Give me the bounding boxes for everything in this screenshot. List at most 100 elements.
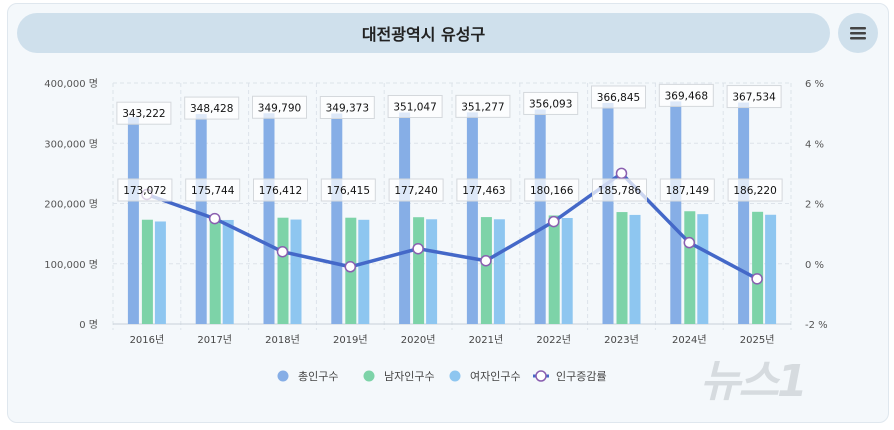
male-data-label: 175,744	[191, 185, 235, 197]
hamburger-icon	[850, 27, 866, 40]
growth-rate-point	[480, 254, 492, 267]
left-axis-tick: 0 명	[79, 319, 98, 331]
total-data-label-box	[116, 101, 172, 125]
male-data-label-box	[185, 178, 241, 202]
bar-male	[480, 217, 492, 324]
total-data-label-box	[184, 96, 240, 120]
bar-total	[399, 112, 411, 325]
bar-total	[534, 109, 546, 324]
x-axis-tick: 2017년	[197, 334, 232, 346]
legend-dot-icon	[449, 370, 461, 382]
male-data-label-box	[659, 178, 715, 202]
bar-male	[141, 219, 153, 324]
total-data-label: 349,790	[258, 102, 301, 114]
bar-male	[684, 211, 696, 324]
chart-title-bar: 대전광역시 유성구	[17, 13, 830, 53]
growth-rate-point	[683, 236, 696, 249]
male-data-label-box	[524, 178, 580, 202]
right-axis-tick: 4 %	[805, 139, 824, 150]
bar-total	[195, 114, 207, 324]
total-data-label: 366,845	[597, 92, 640, 104]
bar-female	[358, 219, 370, 324]
total-data-label-box	[726, 85, 782, 109]
growth-rate-point	[751, 273, 763, 285]
male-data-label: 176,415	[327, 185, 370, 197]
bar-male	[413, 217, 425, 324]
bar-total	[331, 113, 343, 324]
bar-male	[209, 218, 221, 324]
x-axis-tick: 2016년	[130, 334, 165, 346]
total-data-label: 351,277	[461, 101, 504, 113]
total-data-label: 367,534	[732, 92, 776, 104]
growth-rate-line	[146, 171, 758, 281]
total-data-label-box	[658, 83, 714, 107]
total-data-label-box	[252, 95, 307, 119]
right-axis-tick: 0 %	[805, 260, 824, 271]
legend-label: 여자인구수	[470, 370, 521, 383]
left-axis-tick: 100,000 명	[44, 259, 98, 271]
male-data-label: 187,149	[666, 185, 709, 197]
total-data-label: 348,428	[190, 103, 233, 115]
x-axis-tick: 2025년	[740, 334, 775, 346]
x-axis-tick: 2020년	[401, 334, 436, 346]
male-data-label: 173,072	[123, 185, 166, 197]
bar-male	[277, 217, 289, 324]
male-data-label: 176,412	[259, 185, 302, 197]
male-data-label: 185,786	[598, 185, 642, 197]
chart-title: 대전광역시 유성구	[361, 25, 486, 44]
bar-female	[426, 219, 438, 324]
male-data-label-box	[592, 178, 647, 202]
x-axis-tick: 2019년	[333, 334, 368, 346]
growth-rate-point	[547, 215, 560, 228]
male-data-label-box	[388, 178, 444, 202]
x-axis-tick: 2021년	[469, 334, 504, 346]
legend-label: 총인구수	[298, 370, 338, 383]
total-data-label-box	[387, 94, 443, 118]
bar-total	[263, 113, 275, 324]
right-axis-tick: 2 %	[805, 200, 824, 211]
male-data-label-box	[727, 178, 783, 202]
left-axis-tick: 300,000 명	[44, 138, 98, 150]
x-axis-tick: 2018년	[265, 334, 300, 346]
bar-female	[154, 221, 166, 324]
legend-dot-icon	[277, 370, 289, 382]
bar-total	[602, 102, 614, 324]
growth-rate-point	[208, 212, 221, 225]
bar-total	[127, 117, 139, 325]
total-data-label-box	[591, 85, 646, 109]
legend-dot-icon	[363, 370, 375, 382]
legend-label: 남자인구수	[384, 370, 435, 383]
bar-female	[561, 218, 573, 324]
total-data-label: 356,093	[529, 98, 572, 110]
total-data-label: 349,373	[326, 103, 369, 115]
total-data-label: 343,222	[122, 108, 165, 120]
growth-rate-point	[344, 261, 357, 273]
total-data-label: 351,047	[393, 101, 436, 113]
right-axis-tick: 6 %	[805, 79, 824, 90]
total-data-label-box	[455, 94, 511, 118]
total-data-label-box	[523, 91, 579, 115]
left-axis-tick: 200,000 명	[44, 199, 98, 211]
x-axis-tick: 2022년	[536, 334, 571, 346]
bar-male	[548, 215, 560, 324]
bar-female	[493, 219, 505, 324]
bar-female	[765, 214, 777, 324]
male-data-label-box	[253, 178, 308, 202]
growth-rate-point	[276, 245, 289, 258]
x-axis-tick: 2024년	[672, 334, 707, 346]
bar-female	[697, 214, 709, 324]
male-data-label: 186,220	[733, 185, 776, 197]
male-data-label: 177,240	[394, 185, 437, 197]
growth-rate-point	[615, 167, 628, 180]
watermark-logo: 뉴스1	[700, 356, 808, 407]
growth-rate-point	[412, 242, 424, 255]
bar-female	[222, 219, 234, 324]
menu-button[interactable]	[838, 13, 878, 53]
male-data-label: 177,463	[462, 185, 505, 197]
bar-total	[466, 112, 478, 324]
male-data-label: 180,166	[530, 185, 574, 197]
bar-total	[738, 102, 750, 325]
legend-label: 인구증감률	[556, 370, 607, 383]
